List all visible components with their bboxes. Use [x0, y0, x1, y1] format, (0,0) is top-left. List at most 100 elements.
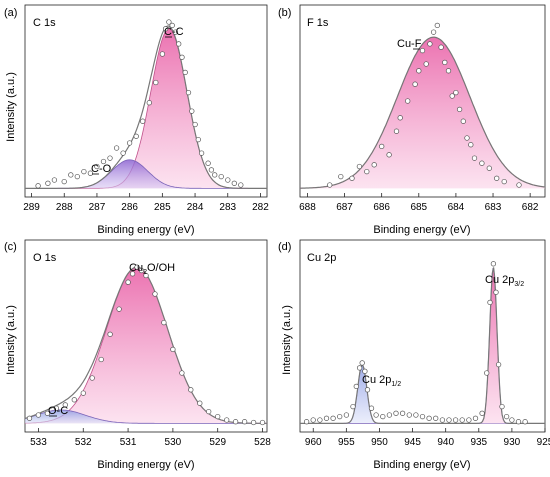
- data-point-c-22: [206, 408, 212, 415]
- data-point-a-18: [159, 51, 166, 57]
- data-point-c-13: [134, 264, 140, 270]
- data-point-c-19: [179, 370, 185, 376]
- data-point-b-14: [423, 61, 429, 67]
- panel-b-title: F 1s: [307, 17, 329, 29]
- data-point-b-9: [397, 115, 403, 121]
- data-point-a-4: [68, 172, 74, 178]
- data-point-d-21: [419, 413, 426, 420]
- data-point-d-16: [386, 412, 393, 418]
- data-point-a-37: [238, 182, 244, 188]
- data-point-d-4: [330, 415, 336, 421]
- data-point-a-16: [146, 100, 152, 106]
- data-point-c-14: [138, 267, 145, 274]
- x-tick-label-d-1: 955: [338, 437, 355, 448]
- envelope-a: [25, 25, 267, 189]
- data-point-a-9: [100, 158, 107, 165]
- data-point-c-1: [35, 412, 42, 418]
- panel-d-xlabel: Binding energy (eV): [373, 459, 470, 471]
- data-point-c-2: [44, 410, 51, 416]
- envelope-b: [300, 36, 546, 189]
- data-point-c-21: [197, 400, 203, 406]
- data-point-b-23: [456, 106, 463, 113]
- data-point-d-15: [380, 413, 386, 420]
- x-tick-label-d-0: 960: [305, 437, 322, 448]
- x-tick-label-d-4: 940: [437, 437, 454, 448]
- peak-area-d-1: [300, 268, 545, 424]
- data-point-a-23: [176, 41, 182, 47]
- data-point-a-14: [133, 133, 139, 139]
- data-point-b-7: [386, 152, 392, 158]
- data-point-d-18: [399, 410, 406, 416]
- data-point-d-12: [364, 387, 371, 393]
- data-point-a-12: [120, 150, 126, 156]
- data-point-d-14: [373, 412, 379, 418]
- panel-d-ticks: 960 955 950 945 940 935 930 925: [305, 428, 550, 448]
- data-point-d-39: [515, 419, 522, 425]
- peak-label-o-c: O-C: [48, 405, 68, 417]
- data-point-b-6: [379, 143, 385, 150]
- data-point-b-30: [494, 175, 500, 181]
- data-point-b-11: [412, 81, 418, 87]
- x-tick-label-a-2: 287: [89, 202, 106, 213]
- data-point-d-37: [503, 413, 510, 420]
- data-point-c-24: [224, 417, 230, 423]
- data-point-d-17: [393, 410, 399, 416]
- data-point-a-8: [94, 163, 100, 170]
- x-tick-label-b-6: 682: [522, 202, 539, 213]
- panel-d-title: Cu 2p: [307, 252, 336, 264]
- peak-line-d-1: [300, 268, 545, 424]
- data-point-a-27: [189, 108, 195, 114]
- peak-label-cu-2p32: Cu 2p3/2: [485, 274, 524, 288]
- panel-d-plot: [300, 261, 545, 425]
- peak-line-c-1: [24, 409, 267, 424]
- panel-b-plot: [300, 22, 546, 189]
- panel-d-frame: [299, 239, 546, 433]
- data-point-a-7: [87, 170, 94, 176]
- x-tick-label-b-5: 683: [485, 202, 502, 213]
- data-point-d-24: [439, 417, 446, 423]
- x-tick-label-d-3: 945: [404, 437, 421, 448]
- panel-c-tag: (c): [4, 241, 17, 253]
- data-point-c-28: [259, 419, 266, 426]
- data-point-a-13: [126, 140, 133, 146]
- peak-area-b-0: [300, 37, 545, 189]
- x-tick-label-a-7: 282: [252, 202, 269, 213]
- data-point-c-9: [107, 331, 113, 337]
- data-point-a-29: [195, 136, 201, 143]
- data-point-a-2: [51, 177, 58, 183]
- panel-b-frame: [299, 4, 546, 198]
- peak-area-a-1: [25, 159, 267, 189]
- data-point-b-18: [438, 44, 444, 50]
- data-point-d-23: [433, 415, 439, 421]
- data-point-d-38: [509, 417, 515, 423]
- panel-c-ylabel: Intensity (a.u.): [5, 305, 17, 375]
- data-point-c-25: [232, 419, 239, 425]
- x-tick-label-b-3: 685: [410, 202, 427, 213]
- data-point-b-25: [464, 135, 470, 141]
- data-point-b-2: [349, 175, 355, 181]
- panel-a-plot: [25, 19, 267, 189]
- x-tick-label-a-5: 284: [187, 202, 204, 213]
- x-tick-label-c-5: 528: [254, 437, 271, 448]
- data-point-b-20: [445, 68, 452, 74]
- data-point-d-36: [499, 403, 505, 410]
- panel-a-title: C 1s: [33, 17, 56, 29]
- data-point-d-19: [406, 412, 412, 418]
- panel-b: (b) F 1s 688 687 686 685 684 683 682 Binding e…: [278, 4, 546, 236]
- data-point-b-27: [471, 155, 478, 161]
- data-point-c-15: [143, 272, 149, 279]
- data-point-b-13: [419, 47, 426, 54]
- data-point-d-9: [356, 365, 363, 371]
- data-point-d-27: [459, 417, 465, 423]
- data-point-d-26: [452, 417, 459, 423]
- data-point-b-28: [479, 160, 485, 166]
- data-point-d-1: [310, 417, 316, 423]
- envelope-d: [300, 267, 545, 424]
- panel-c-title: O 1s: [33, 252, 57, 264]
- data-point-a-26: [185, 89, 192, 96]
- data-point-c-11: [125, 279, 131, 285]
- peak-label-c-o: C-O: [91, 163, 112, 175]
- data-point-c-10: [116, 306, 122, 312]
- panel-d: (d) Intensity (a.u.) Cu 2p 960 955 950 945 9…: [278, 239, 550, 471]
- data-point-d-29: [472, 415, 479, 421]
